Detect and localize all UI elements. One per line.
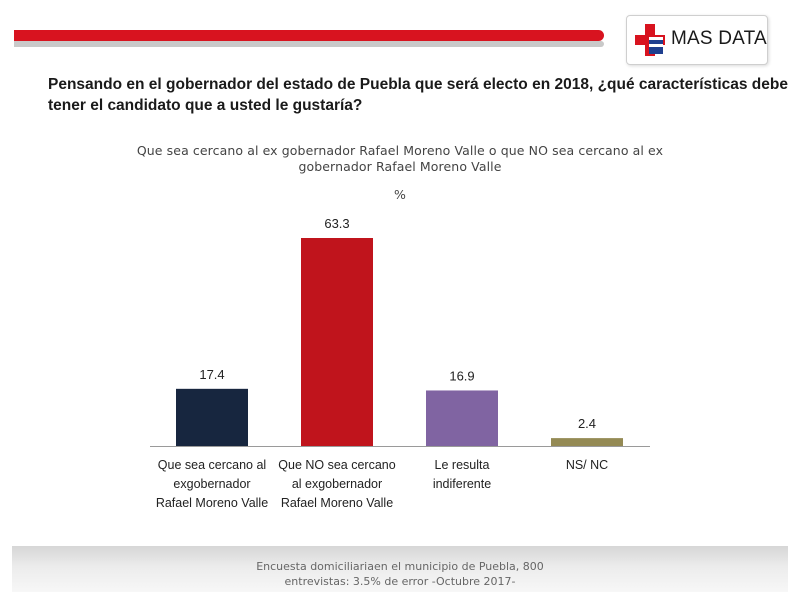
bar [176, 388, 248, 446]
data-label: 17.4 [199, 367, 224, 382]
category-label: indiferente [433, 477, 491, 491]
bar [426, 390, 498, 446]
category-label: exgobernador [173, 477, 250, 491]
category-label: al exgobernador [292, 477, 382, 491]
category-label: Que sea cercano al [158, 458, 266, 472]
bar [551, 438, 623, 446]
category-label: Que NO sea cercano [278, 458, 395, 472]
data-label: 63.3 [324, 216, 349, 231]
footer-bar [12, 546, 788, 592]
survey-question: Pensando en el gobernador del estado de … [48, 76, 788, 114]
bar [301, 238, 373, 446]
chart-unit: % [394, 187, 406, 202]
footer-source: Encuesta domiciliariaen el municipio de … [12, 559, 788, 589]
chart-title: Que sea cercano al ex gobernador Rafael … [136, 143, 664, 174]
data-label: 2.4 [578, 416, 596, 431]
category-label: Rafael Moreno Valle [156, 496, 268, 510]
header-stripe-red [14, 30, 604, 41]
brand-name: MAS DATA [671, 28, 767, 49]
category-label: NS/ NC [566, 458, 608, 472]
medical-cross-icon [635, 24, 665, 56]
category-label: Rafael Moreno Valle [281, 496, 393, 510]
brand-logo: MAS DATA [626, 15, 768, 65]
header-stripe-grey [14, 41, 604, 47]
data-label: 16.9 [449, 368, 474, 383]
header-stripe [14, 30, 604, 48]
footer-line-1: Encuesta domiciliariaen el municipio de … [256, 560, 544, 573]
category-label: Le resulta [435, 458, 490, 472]
footer-line-2: entrevistas: 3.5% de error -Octubre 2017… [284, 575, 516, 588]
bar-chart: 17.4 Que sea cercano al exgobernador Rafael… [150, 216, 650, 510]
